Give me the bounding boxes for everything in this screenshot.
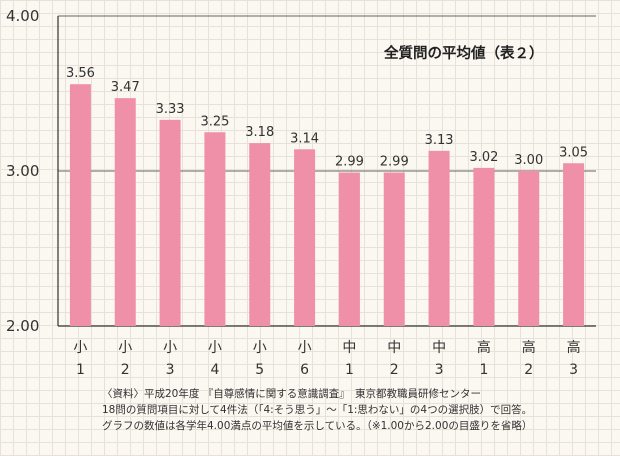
x-tick-label: 小 (163, 340, 177, 356)
x-tick-label: 3 (569, 362, 578, 378)
data-label: 3.18 (245, 125, 274, 140)
data-label: 3.00 (514, 153, 543, 168)
y-tick-label: 3.00 (6, 162, 39, 180)
x-tick-label: 中 (342, 340, 356, 356)
x-tick-label: 中 (387, 340, 401, 356)
bar (69, 84, 91, 326)
method-note: 18問の質問項目に対して4件法（「4:そう思う」～「1:思わない」の4つの選択肢… (102, 404, 533, 416)
bar (249, 143, 271, 326)
bar (114, 98, 136, 327)
x-tick-label: 1 (345, 362, 354, 378)
data-label: 3.33 (156, 102, 185, 117)
x-tick-label: 3 (435, 362, 444, 378)
x-tick-label: 4 (210, 362, 219, 378)
x-tick-label: 5 (255, 362, 264, 378)
data-label: 3.47 (111, 80, 140, 95)
x-tick-label: 2 (121, 362, 130, 378)
bar (294, 149, 316, 326)
x-tick-label: 高 (477, 339, 491, 356)
bar (518, 171, 540, 326)
x-tick-label: 小 (208, 340, 222, 356)
x-tick-label: 小 (118, 340, 132, 356)
data-label: 3.13 (425, 133, 454, 148)
x-tick-label: 1 (76, 362, 85, 378)
x-tick-label: 高 (567, 339, 581, 356)
bar (204, 132, 226, 326)
x-tick-label: 中 (432, 340, 446, 356)
x-tick-label: 小 (253, 340, 267, 356)
chart-title: 全質問の平均値（表２） (383, 44, 544, 62)
data-label: 2.99 (380, 155, 409, 170)
x-tick-label: 小 (298, 340, 312, 356)
x-tick-label: 3 (166, 362, 175, 378)
x-tick-label: 6 (300, 362, 309, 378)
x-tick-label: 2 (390, 362, 399, 378)
bar (383, 172, 405, 326)
bar (338, 172, 360, 326)
data-label: 3.14 (290, 131, 319, 146)
bar (428, 150, 450, 326)
x-tick-label: 小 (73, 340, 87, 356)
source-note: 〈資料〉平成20年度 『自尊感情に関する意識調査』 東京都教職員研修センター (102, 388, 481, 400)
x-tick-label: 2 (524, 362, 533, 378)
data-label: 3.05 (559, 145, 588, 160)
y-tick-label: 2.00 (6, 317, 39, 335)
data-label: 3.25 (200, 114, 229, 129)
data-label: 3.02 (469, 150, 498, 165)
bar (473, 167, 495, 326)
scale-note: グラフの数値は各学年4.00満点の平均値を示している。（※1.00から2.00の… (102, 420, 533, 432)
data-label: 2.99 (335, 155, 364, 170)
x-tick-label: 高 (522, 339, 536, 356)
bar (159, 119, 181, 326)
bar (563, 163, 585, 326)
data-label: 3.56 (66, 66, 95, 81)
y-tick-label: 4.00 (6, 7, 39, 25)
x-tick-label: 1 (479, 362, 488, 378)
